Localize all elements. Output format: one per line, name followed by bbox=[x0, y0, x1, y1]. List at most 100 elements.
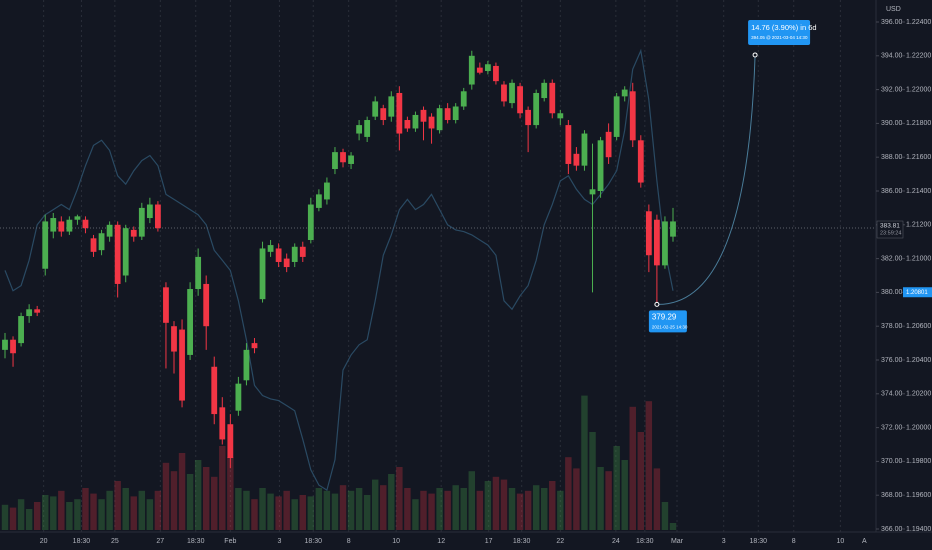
y-tick-label: 374.00 bbox=[881, 391, 903, 398]
candle-body bbox=[549, 82, 556, 114]
volume-bar bbox=[74, 499, 81, 530]
y2-tick-label: 1.21400 bbox=[906, 188, 931, 195]
y2-tick-label: 1.21200 bbox=[906, 222, 931, 229]
x-tick-label: 3 bbox=[277, 538, 281, 545]
volume-bar bbox=[484, 481, 492, 530]
candle-body bbox=[26, 309, 33, 317]
volume-bar bbox=[653, 468, 661, 530]
y-tick-label: 370.00 bbox=[881, 458, 903, 465]
candle-body bbox=[509, 82, 515, 104]
candle-body bbox=[122, 228, 129, 276]
y-tick-label: 378.00 bbox=[881, 323, 903, 330]
volume-bar bbox=[500, 479, 508, 530]
volume-bar bbox=[33, 502, 41, 530]
candle-body bbox=[155, 204, 161, 229]
candle-body bbox=[106, 224, 113, 237]
volume-bar bbox=[267, 493, 274, 530]
volume-bar bbox=[339, 485, 347, 530]
x-tick-label: 17 bbox=[485, 538, 493, 545]
volume-bar bbox=[516, 493, 524, 530]
candle-body bbox=[621, 89, 628, 97]
volume-bar bbox=[315, 488, 323, 530]
y-tick-label: 382.00 bbox=[881, 255, 903, 262]
volume-bar bbox=[436, 488, 443, 530]
candle-body bbox=[66, 219, 73, 232]
volume-bar bbox=[428, 493, 435, 530]
candle-body bbox=[380, 108, 387, 121]
candle-body bbox=[267, 245, 274, 252]
candle-body bbox=[372, 101, 379, 117]
volume-bar bbox=[235, 488, 242, 530]
measure-low-box bbox=[648, 310, 687, 333]
volume-bar bbox=[468, 471, 476, 530]
volume-bar bbox=[323, 490, 331, 530]
volume-bar bbox=[283, 490, 290, 530]
candle-body bbox=[428, 116, 435, 129]
compare-line bbox=[4, 48, 674, 492]
candle-body bbox=[259, 248, 266, 300]
candle-body bbox=[645, 211, 652, 256]
volume-bar bbox=[138, 490, 146, 530]
volume-bar bbox=[17, 499, 25, 530]
measure-curve bbox=[656, 54, 756, 305]
candle-body bbox=[476, 67, 483, 73]
volume-bar bbox=[9, 507, 17, 530]
volume-bar bbox=[42, 495, 49, 530]
volume-bar bbox=[219, 446, 226, 530]
y-tick-label: 366.00 bbox=[881, 526, 903, 533]
volume-bar bbox=[396, 467, 403, 530]
volume-bar bbox=[122, 488, 129, 530]
y-tick-label: 394.00 bbox=[881, 53, 903, 60]
volume-bar bbox=[146, 499, 154, 530]
candle-body bbox=[670, 221, 676, 237]
x-tick-label: 18:30 bbox=[636, 538, 654, 545]
y-tick-label: 372.00 bbox=[881, 424, 903, 431]
candle-body bbox=[146, 204, 153, 219]
x-tick-label: Feb bbox=[224, 538, 236, 545]
last-price-label: 383.81 bbox=[880, 223, 900, 230]
candle-body bbox=[637, 140, 644, 183]
candle-body bbox=[315, 194, 322, 208]
candle-body bbox=[613, 96, 620, 137]
candle-body bbox=[179, 329, 185, 401]
y2-tick-label: 1.20000 bbox=[906, 424, 931, 431]
candle-body bbox=[484, 64, 491, 72]
volume-bar bbox=[613, 446, 620, 530]
candle-body bbox=[219, 407, 226, 440]
candle-body bbox=[203, 283, 210, 327]
volume-bar bbox=[1, 504, 9, 530]
volume-bar bbox=[251, 499, 258, 530]
x-tick-label: Mar bbox=[671, 538, 684, 545]
candle-body bbox=[227, 424, 234, 459]
candle-body bbox=[18, 316, 24, 344]
x-tick-label: 12 bbox=[437, 538, 445, 545]
candle-body bbox=[420, 109, 427, 122]
x-tick-label: 22 bbox=[556, 538, 564, 545]
candle-body bbox=[2, 339, 8, 350]
y2-tick-label: 1.19800 bbox=[906, 458, 931, 465]
y-tick-label: 368.00 bbox=[881, 492, 903, 499]
volume-bar bbox=[259, 488, 266, 530]
volume-bar bbox=[404, 488, 411, 530]
candle-body bbox=[460, 91, 467, 107]
candle-body bbox=[356, 125, 363, 134]
volume-bar bbox=[50, 496, 57, 530]
volume-bar bbox=[540, 488, 548, 530]
candle-body bbox=[525, 109, 532, 126]
candle-body bbox=[541, 82, 548, 99]
volume-bar bbox=[170, 471, 178, 530]
x-tick-label: 25 bbox=[111, 538, 119, 545]
volume-bar bbox=[645, 401, 653, 530]
x-tick-label: 10 bbox=[392, 538, 400, 545]
volume-bar bbox=[154, 490, 162, 530]
candle-body bbox=[10, 339, 16, 354]
candle-body bbox=[195, 256, 202, 290]
volume-bar bbox=[557, 490, 564, 530]
y-tick-label: 392.00 bbox=[881, 86, 903, 93]
candle-body bbox=[629, 91, 636, 141]
x-tick-label: 10 bbox=[836, 538, 844, 545]
y-tick-label: 390.00 bbox=[881, 120, 903, 127]
